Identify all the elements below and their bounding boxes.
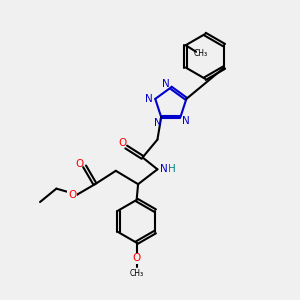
Text: O: O	[133, 254, 141, 263]
Text: N: N	[154, 118, 162, 128]
Text: CH₃: CH₃	[194, 49, 208, 58]
Text: O: O	[75, 159, 83, 169]
Text: N: N	[162, 79, 169, 89]
Text: N: N	[145, 94, 153, 104]
Text: N: N	[182, 116, 190, 126]
Text: O: O	[118, 139, 127, 148]
Text: CH₃: CH₃	[130, 269, 144, 278]
Text: N: N	[160, 164, 168, 174]
Text: O: O	[68, 190, 76, 200]
Text: H: H	[168, 164, 176, 174]
